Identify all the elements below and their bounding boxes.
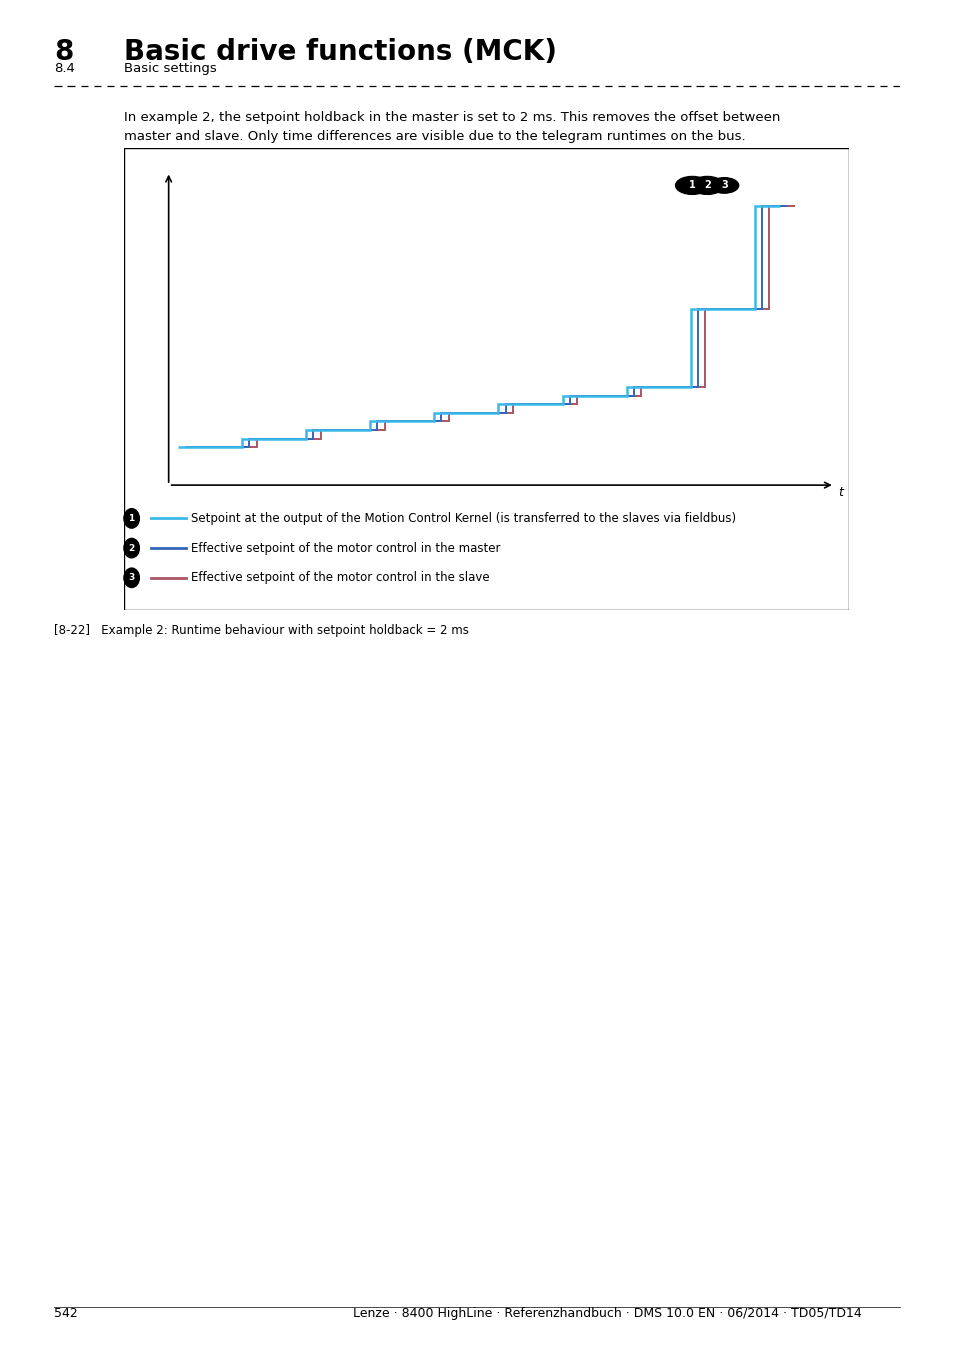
Text: 3: 3 — [129, 574, 134, 582]
Text: 1: 1 — [688, 181, 695, 190]
Circle shape — [124, 568, 139, 587]
Text: 1: 1 — [129, 514, 134, 522]
Text: Effective setpoint of the motor control in the master: Effective setpoint of the motor control … — [191, 541, 499, 555]
Text: 3: 3 — [720, 181, 727, 190]
Text: 542: 542 — [54, 1307, 78, 1320]
Circle shape — [675, 177, 708, 194]
Text: Basic drive functions (MCK): Basic drive functions (MCK) — [124, 38, 557, 66]
Text: Lenze · 8400 HighLine · Referenzhandbuch · DMS 10.0 EN · 06/2014 · TD05/TD14: Lenze · 8400 HighLine · Referenzhandbuch… — [353, 1307, 861, 1320]
Circle shape — [690, 177, 723, 194]
Text: Basic settings: Basic settings — [124, 62, 216, 76]
Text: In example 2, the setpoint holdback in the master is set to 2 ms. This removes t: In example 2, the setpoint holdback in t… — [124, 111, 780, 124]
Text: Setpoint at the output of the Motion Control Kernel (is transferred to the slave: Setpoint at the output of the Motion Con… — [191, 512, 735, 525]
Text: 8: 8 — [54, 38, 73, 66]
Text: t: t — [837, 486, 841, 498]
Circle shape — [124, 539, 139, 558]
Text: 2: 2 — [703, 181, 710, 190]
Text: master and slave. Only time differences are visible due to the telegram runtimes: master and slave. Only time differences … — [124, 130, 745, 143]
Text: Effective setpoint of the motor control in the slave: Effective setpoint of the motor control … — [191, 571, 489, 585]
Circle shape — [124, 509, 139, 528]
Circle shape — [709, 178, 738, 193]
Text: [8-22]   Example 2: Runtime behaviour with setpoint holdback = 2 ms: [8-22] Example 2: Runtime behaviour with… — [54, 624, 469, 637]
Text: 2: 2 — [129, 544, 134, 552]
Text: 8.4: 8.4 — [54, 62, 75, 76]
